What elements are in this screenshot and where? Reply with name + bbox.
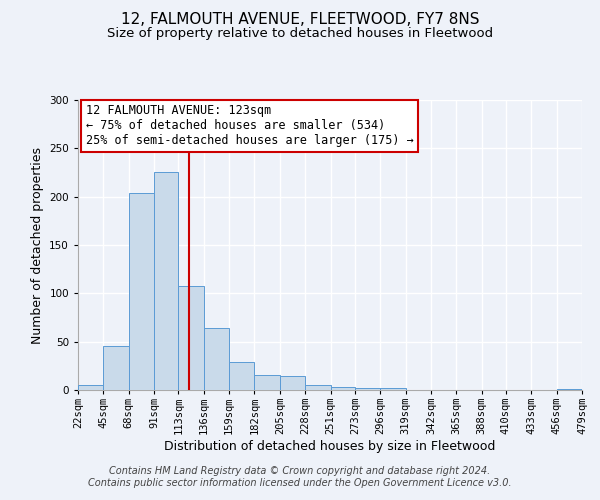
Bar bbox=[78, 385, 103, 390]
Bar bbox=[305, 385, 331, 390]
Text: Contains HM Land Registry data © Crown copyright and database right 2024.
Contai: Contains HM Land Registry data © Crown c… bbox=[88, 466, 512, 487]
Bar bbox=[355, 388, 380, 390]
Bar bbox=[129, 193, 154, 390]
Bar bbox=[103, 346, 129, 390]
Bar bbox=[557, 389, 582, 390]
Bar bbox=[254, 374, 280, 390]
Bar bbox=[380, 388, 406, 390]
Bar bbox=[154, 172, 178, 390]
Bar bbox=[280, 376, 305, 390]
Bar bbox=[229, 362, 254, 390]
Bar bbox=[204, 328, 229, 390]
Bar bbox=[178, 286, 204, 390]
Text: 12 FALMOUTH AVENUE: 123sqm
← 75% of detached houses are smaller (534)
25% of sem: 12 FALMOUTH AVENUE: 123sqm ← 75% of deta… bbox=[86, 104, 413, 148]
Text: Size of property relative to detached houses in Fleetwood: Size of property relative to detached ho… bbox=[107, 28, 493, 40]
Text: 12, FALMOUTH AVENUE, FLEETWOOD, FY7 8NS: 12, FALMOUTH AVENUE, FLEETWOOD, FY7 8NS bbox=[121, 12, 479, 28]
Bar bbox=[331, 387, 355, 390]
X-axis label: Distribution of detached houses by size in Fleetwood: Distribution of detached houses by size … bbox=[164, 440, 496, 453]
Y-axis label: Number of detached properties: Number of detached properties bbox=[31, 146, 44, 344]
